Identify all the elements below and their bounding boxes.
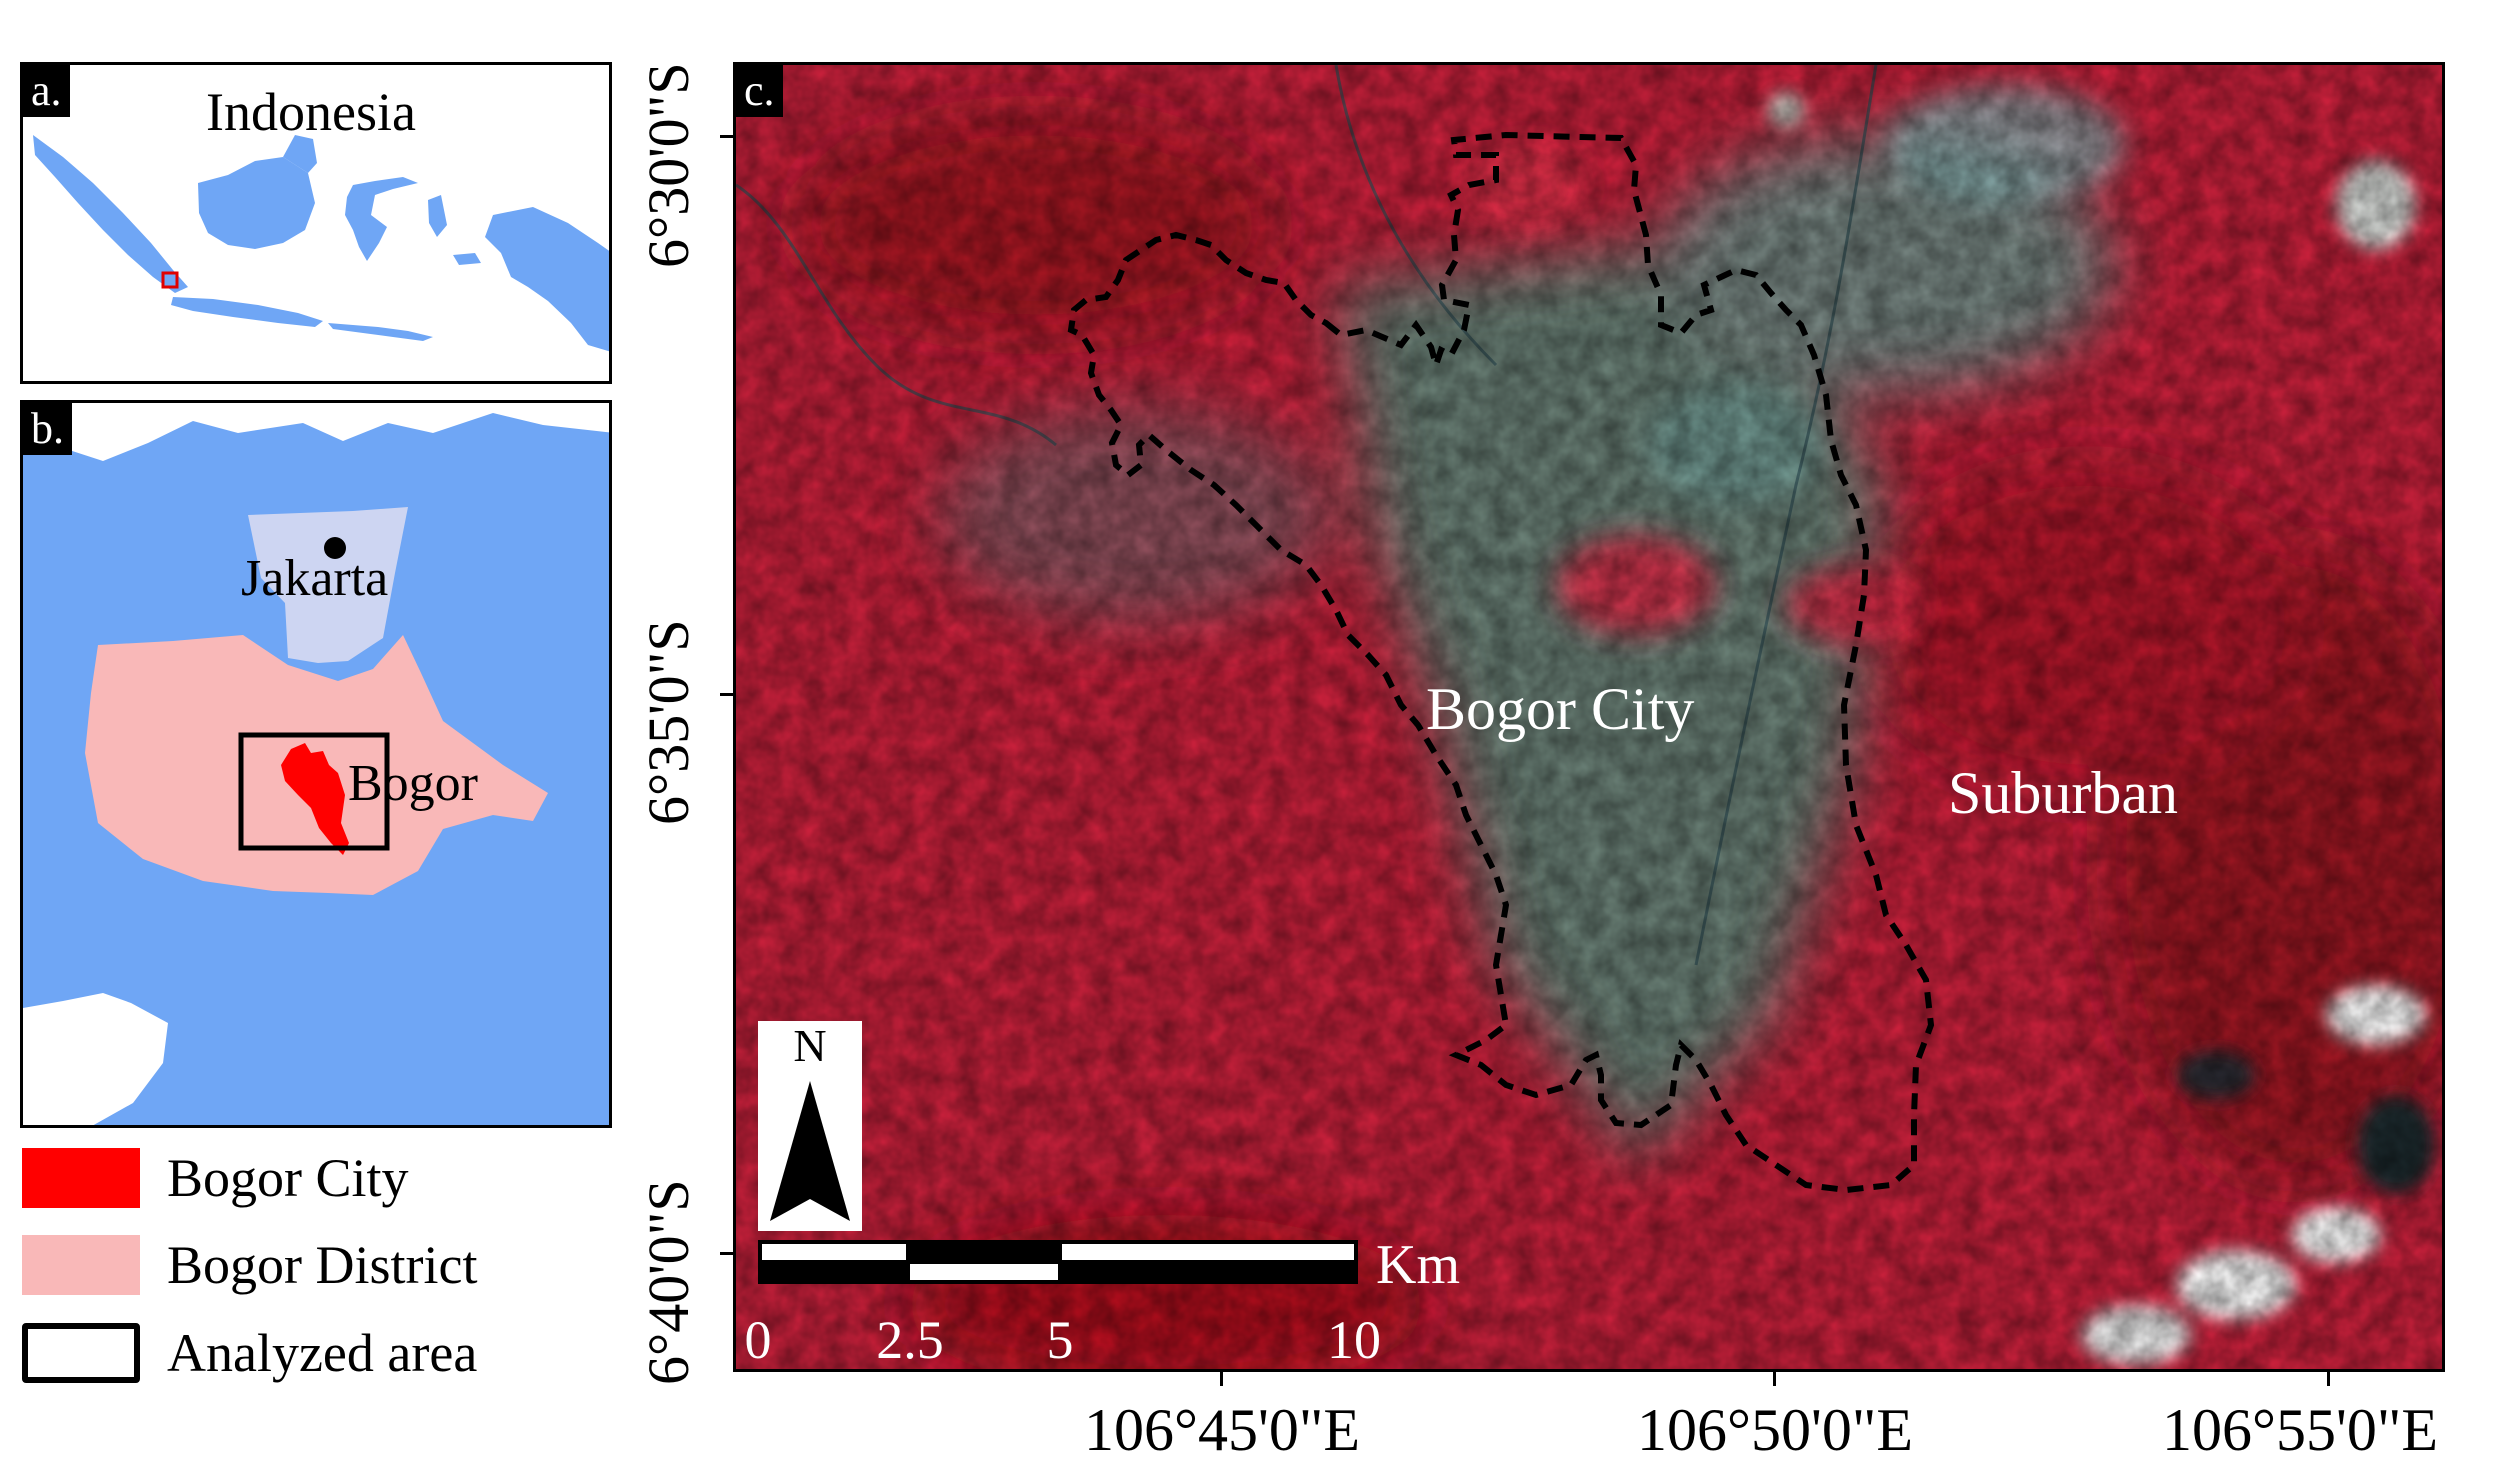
panel-a-indonesia-map: a. Indonesia (20, 62, 612, 384)
legend-swatch-bogor-city (22, 1148, 140, 1208)
legend-label-analyzed-area: Analyzed area (167, 1323, 478, 1383)
north-land (23, 403, 609, 461)
suburban-label: Suburban (1948, 760, 2178, 826)
satellite-imagery (736, 65, 2442, 1369)
legend-label-bogor-district: Bogor District (167, 1235, 478, 1295)
lon-tick-1 (1220, 1370, 1223, 1386)
scale-tick-0: 0 (744, 1310, 772, 1370)
analyzed-area-box (238, 732, 390, 851)
north-arrow-label: N (793, 1020, 827, 1071)
nusa-tenggara-islands (328, 323, 433, 341)
bogor-label: Bogor (348, 755, 478, 812)
lon-tick-2 (1773, 1370, 1776, 1386)
north-arrow-icon (770, 1081, 850, 1221)
lat-label-2: 6°35'0"S (636, 619, 701, 825)
lat-tick-2 (720, 693, 736, 696)
lon-label-3: 106°55'0"E (2162, 1397, 2438, 1463)
legend-swatch-bogor-district (22, 1235, 140, 1295)
bogor-city-boundary (1067, 131, 1935, 1194)
indonesia-map (23, 65, 609, 381)
panel-a-tag: a. (23, 65, 70, 117)
scale-bar (758, 1240, 1358, 1284)
panel-b-region-map: b. Jakarta Bogor (20, 400, 612, 1128)
scale-tick-2-5: 2.5 (876, 1310, 944, 1370)
lon-label-1: 106°45'0"E (1084, 1397, 1360, 1463)
panel-b-tag: b. (23, 403, 72, 455)
jakarta-label: Jakarta (241, 550, 389, 607)
scale-tick-10: 10 (1327, 1310, 1381, 1370)
kalimantan-island (198, 157, 315, 249)
lat-tick-3 (720, 1252, 736, 1255)
java-island (171, 297, 323, 327)
panel-c-tag: c. (736, 65, 783, 117)
indonesia-label: Indonesia (206, 82, 416, 142)
jakarta-area (248, 507, 408, 663)
bogor-city-area (281, 743, 349, 855)
sulawesi-island (345, 177, 418, 261)
legend-label-bogor-city: Bogor City (167, 1148, 409, 1208)
region-map (23, 403, 609, 1125)
jakarta-point (324, 537, 346, 559)
study-location-marker (161, 271, 179, 289)
lon-tick-3 (2327, 1370, 2330, 1386)
scale-bar-graphic (758, 1240, 1358, 1284)
kalimantan-north (283, 135, 317, 173)
lat-tick-1 (720, 135, 736, 138)
scale-bar-unit: Km (1376, 1234, 1460, 1296)
north-arrow: N (758, 1021, 862, 1231)
panel-c-satellite-map: c. Bogor City Suburban N Km 0 2.5 5 10 (733, 62, 2445, 1372)
lon-label-2: 106°50'0"E (1637, 1397, 1913, 1463)
sumatra-island (33, 135, 188, 293)
south-land (23, 993, 168, 1125)
lat-label-3: 6°40'0"S (636, 1179, 701, 1385)
scale-tick-5: 5 (1046, 1310, 1074, 1370)
legend-swatch-analyzed-area (22, 1323, 140, 1383)
lat-label-1: 6°30'0"S (636, 62, 701, 268)
maluku-islands (428, 195, 481, 265)
bogor-city-label: Bogor City (1426, 676, 1695, 742)
papua-island (485, 207, 609, 352)
